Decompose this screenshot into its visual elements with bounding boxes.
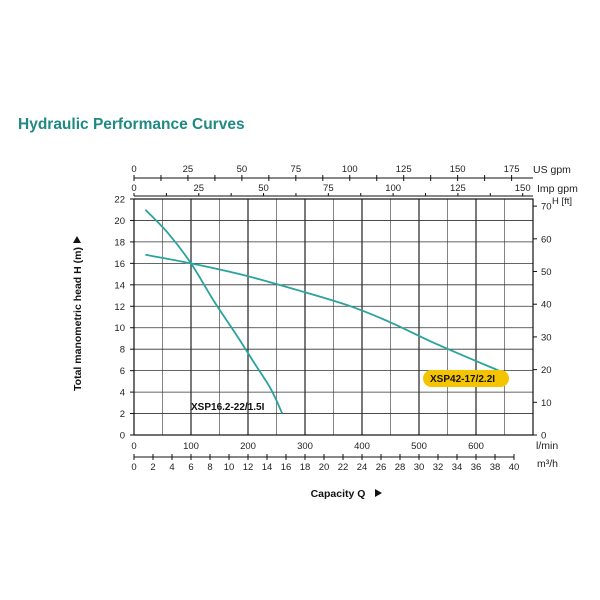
m3h-tick-label: 38 [490,462,501,473]
m3h-tick-label: 36 [471,462,482,473]
series-name-xsp16: XSP16.2-22/1.5I [191,402,265,413]
grid [130,175,537,460]
m3h-tick-label: 30 [414,462,425,473]
lmin-unit: l/min [536,440,558,452]
series-name-xsp42: XSP42-17/2.2I [430,374,495,385]
m3h-tick-label: 28 [395,462,406,473]
series-lines [144,209,500,414]
ft-tick-label: 0 [541,431,546,442]
ft-tick-label: 70 [541,202,552,213]
m3h-unit: m³/h [537,458,558,470]
series-label-highlight [423,370,509,387]
us-gpm-tick-label: 150 [450,164,466,175]
lmin-tick-label: 400 [354,441,370,452]
ft-tick-label: 40 [541,300,552,311]
m3h-tick-label: 18 [300,462,311,473]
imp-gpm-tick-label: 25 [193,183,204,194]
series-line-2 [145,253,500,372]
us-gpm-tick-label: 0 [131,164,136,175]
series-label-1: XSP16.2-22/1.5I [191,402,265,413]
y-tick-label: 8 [120,345,125,356]
ft-tick-label: 50 [541,267,552,278]
us-gpm-tick-label: 25 [183,164,194,175]
lmin-tick-label: 200 [240,441,256,452]
ft-unit: H [ft] [552,196,572,207]
plot-frame [133,198,534,436]
m3h-tick-label: 6 [188,462,193,473]
series-line-1 [144,209,284,414]
up-arrow-icon [73,236,81,243]
us-gpm-tick-label: 75 [291,164,302,175]
ft-tick-label: 20 [541,365,552,376]
m3h-tick-label: 0 [131,462,136,473]
m3h-tick-label: 24 [357,462,368,473]
y-tick-label: 6 [120,366,125,377]
y-tick-label: 20 [114,216,125,227]
page-title: Hydraulic Performance Curves [18,116,245,133]
us-gpm-tick-label: 125 [396,164,412,175]
imp-gpm-tick-label: 75 [323,183,334,194]
lmin-tick-label: 0 [131,441,136,452]
m3h-tick-label: 8 [207,462,212,473]
lmin-tick-label: 100 [183,441,199,452]
y-tick-label: 10 [114,323,125,334]
y-tick-label: 18 [114,237,125,248]
m3h-tick-label: 20 [319,462,330,473]
imp-gpm-unit: Imp gpm [537,183,578,195]
us-gpm-unit: US gpm [533,164,571,176]
m3h-tick-label: 26 [376,462,387,473]
imp-gpm-tick-label: 125 [450,183,466,194]
ft-tick-label: 10 [541,398,552,409]
x-axis-label: Capacity Q [311,488,366,500]
m3h-tick-label: 34 [452,462,463,473]
y-axis-label: Total manometric head H (m) [72,247,84,391]
m3h-tick-label: 22 [338,462,349,473]
us-gpm-tick-label: 50 [237,164,248,175]
m3h-tick-label: 40 [509,462,520,473]
m3h-tick-label: 10 [224,462,235,473]
y-tick-label: 4 [120,388,125,399]
m3h-tick-label: 32 [433,462,444,473]
y-tick-label: 16 [114,259,125,270]
m3h-tick-label: 12 [243,462,254,473]
m3h-tick-label: 16 [281,462,292,473]
ft-tick-label: 60 [541,234,552,245]
us-gpm-tick-label: 100 [342,164,358,175]
right-arrow-icon [375,489,382,497]
imp-gpm-tick-label: 0 [131,183,136,194]
lmin-tick-label: 500 [411,441,427,452]
lmin-tick-label: 600 [468,441,484,452]
y-tick-label: 22 [114,195,125,206]
imp-gpm-tick-label: 150 [515,183,531,194]
m3h-tick-label: 14 [262,462,273,473]
us-gpm-tick-label: 175 [504,164,520,175]
m3h-tick-label: 2 [150,462,155,473]
imp-gpm-tick-label: 100 [385,183,401,194]
lmin-tick-label: 300 [297,441,313,452]
y-tick-label: 14 [114,280,125,291]
y-tick-label: 2 [120,409,125,420]
y-tick-label: 0 [120,431,125,442]
ft-tick-label: 30 [541,332,552,343]
y-axis-title: Total manometric head H (m) [72,236,84,391]
x-axis-title: Capacity Q [311,488,382,500]
imp-gpm-tick-label: 50 [258,183,269,194]
series-label-2: XSP42-17/2.2I [423,370,509,387]
y-tick-label: 12 [114,302,125,313]
m3h-tick-label: 4 [169,462,174,473]
